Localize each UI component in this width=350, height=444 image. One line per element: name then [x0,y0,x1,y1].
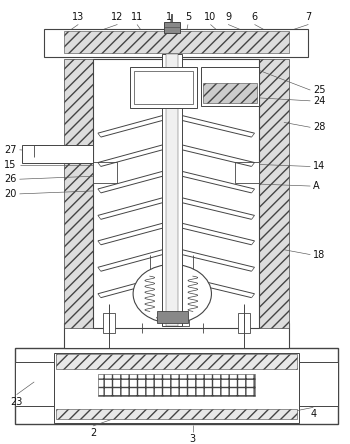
Text: 11: 11 [131,12,143,22]
Text: 2: 2 [90,428,96,438]
Text: 7: 7 [305,12,312,22]
Bar [54,353,299,423]
Text: 5: 5 [185,12,191,22]
Bar [64,32,289,53]
Text: 24: 24 [313,96,326,106]
Text: A: A [313,181,320,191]
Text: 23: 23 [10,396,23,407]
Bar [299,362,338,406]
Text: 3: 3 [190,434,196,444]
Bar [201,67,259,106]
Bar [93,162,118,183]
Text: 25: 25 [313,85,326,95]
Text: 6: 6 [251,12,258,22]
Bar [235,162,259,183]
Bar [156,311,188,323]
Bar [203,83,258,103]
Bar [166,54,178,326]
Text: 12: 12 [111,12,124,22]
Text: 18: 18 [313,250,326,260]
Text: 9: 9 [225,12,231,22]
Bar [162,54,182,326]
Text: 10: 10 [204,12,217,22]
Bar [56,354,297,369]
Bar [259,59,289,328]
Bar [93,59,259,328]
Bar [134,71,193,104]
Bar [56,409,297,419]
Bar [44,29,308,57]
Text: 1: 1 [166,12,173,22]
Ellipse shape [133,264,211,323]
Bar [130,67,197,108]
Bar [103,313,114,333]
Text: 14: 14 [313,162,326,171]
Text: 20: 20 [4,189,16,199]
Text: 27: 27 [4,145,16,155]
Text: 28: 28 [313,122,326,132]
Text: 26: 26 [4,174,16,184]
Text: 15: 15 [4,159,16,170]
Bar [163,309,189,326]
Bar [64,59,93,328]
Bar [64,323,289,348]
Bar [98,374,254,396]
Bar [164,22,180,33]
Bar [15,362,54,406]
Text: 4: 4 [310,409,316,419]
Bar [238,313,250,333]
Bar [22,145,93,163]
Text: 13: 13 [72,12,84,22]
Bar [15,348,338,424]
